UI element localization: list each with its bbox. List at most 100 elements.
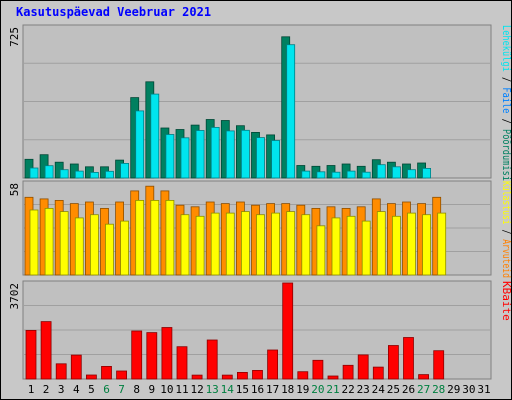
bar-kbytes-day-17 (267, 349, 279, 380)
x-label-day-21: 21 (326, 383, 339, 396)
bar-visits-day-14 (225, 212, 235, 276)
bar-kbytes-day-2 (40, 321, 52, 380)
bar-files-day-14 (225, 130, 235, 179)
bar-visits-day-11 (180, 214, 190, 276)
bar-kbytes-day-6 (101, 365, 112, 380)
bar-files-day-2 (44, 165, 54, 179)
bar-visits-day-10 (165, 199, 175, 276)
bar-files-day-10 (165, 134, 175, 179)
bar-visits-day-6 (105, 223, 114, 276)
x-label-day-10: 10 (160, 383, 173, 396)
bar-kbytes-day-9 (146, 332, 158, 380)
bar-visits-day-9 (150, 199, 160, 276)
x-label-day-1: 1 (28, 383, 35, 396)
x-label-day-4: 4 (73, 383, 80, 396)
x-label-day-23: 23 (357, 383, 370, 396)
bar-files-day-4 (74, 170, 84, 179)
legend-item: Lehekülgi (500, 25, 512, 72)
panel-bottom: 3702 (8, 280, 492, 380)
y-max-label-bottom: 3702 (8, 283, 21, 310)
bar-kbytes-day-19 (297, 371, 309, 380)
bar-visits-day-19 (301, 214, 311, 276)
bar-visits-day-16 (256, 214, 265, 276)
bar-kbytes-day-13 (206, 339, 218, 380)
panel-middle: 58 (8, 180, 492, 276)
legend-item: Pöördumisi (500, 129, 512, 181)
bar-files-day-26 (407, 169, 416, 179)
bar-files-day-23 (361, 171, 371, 179)
bar-visits-day-17 (271, 212, 281, 276)
bar-kbytes-day-4 (70, 354, 82, 380)
bar-visits-day-15 (240, 211, 250, 276)
bar-files-day-20 (316, 171, 326, 179)
bar-kbytes-day-3 (55, 363, 67, 380)
bar-visits-day-4 (74, 217, 84, 276)
x-label-day-15: 15 (236, 383, 249, 396)
bar-kbytes-day-8 (131, 330, 143, 380)
legend-top: Lehekülgi / Faile / Pöördumisi (500, 25, 512, 181)
bar-visits-day-8 (135, 199, 145, 276)
x-label-day-3: 3 (58, 383, 65, 396)
bar-visits-day-25 (391, 215, 401, 276)
bar-kbytes-day-23 (357, 354, 369, 380)
panel-top: 725 (8, 24, 492, 179)
x-label-day-31: 31 (477, 383, 490, 396)
legend-item: Külastusi (500, 181, 512, 225)
bar-visits-day-24 (376, 211, 386, 276)
x-label-day-19: 19 (296, 383, 309, 396)
bar-visits-day-21 (331, 217, 341, 276)
x-label-day-20: 20 (311, 383, 324, 396)
legend-middle: Külastusi / Arvuteid (500, 181, 512, 278)
bar-visits-day-13 (210, 212, 220, 276)
x-label-day-16: 16 (251, 383, 264, 396)
bar-files-day-9 (150, 93, 160, 179)
x-label-day-30: 30 (462, 383, 475, 396)
x-label-day-28: 28 (432, 383, 445, 396)
bar-kbytes-day-1 (25, 329, 37, 380)
x-label-day-14: 14 (221, 383, 235, 396)
bar-files-day-1 (29, 167, 39, 179)
bar-kbytes-day-21 (327, 375, 339, 380)
legend-separator: / (500, 113, 512, 129)
bar-kbytes-day-11 (176, 346, 188, 380)
bar-files-day-7 (120, 162, 129, 179)
legend-separator: / (500, 225, 512, 240)
bar-files-day-3 (59, 169, 69, 179)
x-label-day-6: 6 (103, 383, 110, 396)
bar-hits-day-21 (326, 165, 336, 179)
x-label-day-27: 27 (417, 383, 430, 396)
bar-kbytes-day-20 (312, 359, 324, 380)
x-axis-labels: 1 2 3 4 5 6 7 8 9 10 11 12 13 14 15 16 17 18 19 20 21 22 23 24 2… (28, 383, 491, 396)
bar-files-day-19 (301, 170, 311, 179)
bar-kbytes-day-12 (191, 374, 203, 380)
bar-files-day-8 (135, 110, 145, 179)
x-label-day-5: 5 (88, 383, 95, 396)
bar-files-day-25 (391, 166, 401, 179)
bar-visits-day-22 (346, 215, 356, 276)
chart-title: Kasutuspäevad Veebruar 2021 (16, 5, 211, 19)
x-label-day-22: 22 (341, 383, 354, 396)
bar-visits-day-27 (422, 214, 432, 276)
x-label-day-12: 12 (190, 383, 203, 396)
bar-visits-day-1 (29, 209, 39, 276)
x-label-day-24: 24 (372, 383, 386, 396)
bar-kbytes-day-24 (372, 366, 384, 380)
bar-files-day-27 (422, 167, 432, 179)
x-label-day-7: 7 (118, 383, 125, 396)
x-label-day-26: 26 (402, 383, 415, 396)
bar-files-day-13 (210, 127, 220, 179)
bar-files-day-11 (180, 137, 190, 179)
bar-kbytes-day-28 (433, 350, 445, 380)
bar-files-day-16 (256, 137, 265, 179)
legend-separator: / (500, 72, 512, 88)
bar-kbytes-day-14 (221, 374, 233, 380)
bar-visits-day-28 (437, 212, 447, 276)
bar-files-day-6 (105, 170, 114, 179)
bar-visits-day-3 (59, 211, 69, 276)
bar-kbytes-day-10 (161, 327, 173, 380)
legend-bottom: KBaite (500, 281, 512, 321)
x-label-day-18: 18 (281, 383, 294, 396)
bar-files-day-5 (90, 171, 99, 179)
bar-files-day-24 (376, 164, 386, 179)
